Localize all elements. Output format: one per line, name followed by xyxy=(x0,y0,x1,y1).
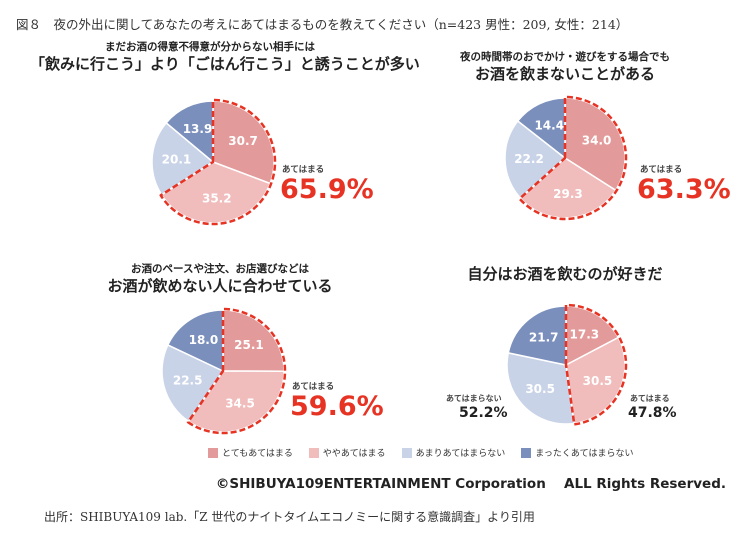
legend-swatch xyxy=(521,447,532,458)
chart-1-title: まだお酒の得意不得意が分からない相手には 「飲みに行こう」より「ごはん行こう」と… xyxy=(30,40,420,74)
source-citation: 出所：SHIBUYA109 lab.「Z 世代のナイトタイムエコノミーに関する意… xyxy=(44,510,535,524)
chart-1-title-line1: まだお酒の得意不得意が分からない相手には xyxy=(105,41,315,53)
chart-2-agree-label: あてはまる xyxy=(640,165,683,175)
slice-value-label: 30.5 xyxy=(583,374,613,388)
slice-value-label: 14.4 xyxy=(534,119,564,133)
slice-value-label: 30.7 xyxy=(228,134,258,148)
chart-2-title: 夜の時間帯のおでかけ・遊びをする場合でも お酒を飲まないことがある xyxy=(440,50,690,84)
agree-outline xyxy=(186,307,287,435)
chart-2-agree-value: 63.3% xyxy=(637,174,731,205)
chart-4-title: 自分はお酒を飲むのが好きだ xyxy=(440,264,690,284)
slice-value-label: 20.1 xyxy=(162,153,192,167)
pie-slice xyxy=(165,100,214,164)
pie-chart-2: 34.0 29.3 22.2 14.4 xyxy=(504,95,628,221)
pie-chart-3: 25.1 34.5 22.5 18.0 xyxy=(161,307,287,435)
agree-outline xyxy=(518,95,628,221)
pie-slice xyxy=(507,305,567,366)
legend-item: あまりあてはまらない xyxy=(401,446,506,459)
legend-item: ややあてはまる xyxy=(308,446,386,459)
legend: とてもあてはまる ややあてはまる あまりあてはまらない まったくあてはまらない xyxy=(208,446,668,459)
slice-value-label: 18.0 xyxy=(189,333,219,347)
agree-outline xyxy=(159,98,277,226)
chart-2-title-line1: 夜の時間帯のおでかけ・遊びをする場合でも xyxy=(460,51,670,63)
chart-4-title-line2: 自分はお酒を飲むのが好きだ xyxy=(467,265,663,283)
pie-slice xyxy=(151,121,215,196)
legend-swatch xyxy=(401,447,412,458)
figure-title: 図８ 夜の外出に関してあなたの考えにあてはまるものを教えてください（n=423 … xyxy=(16,17,629,32)
legend-label: ややあてはまる xyxy=(322,449,386,459)
chart-3-title-line2: お酒が飲めない人に合わせている xyxy=(107,277,333,295)
pie-chart-1: 30.7 35.2 20.1 13.9 xyxy=(151,98,277,226)
copyright: ©SHIBUYA109ENTERTAINMENT Corporation ALL… xyxy=(215,476,726,492)
pie-chart-4: 17.3 30.5 30.5 21.7 xyxy=(506,303,628,426)
chart-1-title-line2: 「飲みに行こう」より「ごはん行こう」と誘うことが多い xyxy=(30,55,420,73)
slice-value-label: 34.0 xyxy=(582,134,612,148)
chart-1-agree-value: 65.9% xyxy=(280,174,374,205)
chart-1-agree-label: あてはまる xyxy=(282,165,325,175)
chart-3-title-line1: お酒のペースや注文、お店選びなどは xyxy=(131,263,309,275)
slice-value-label: 22.2 xyxy=(514,152,544,166)
legend-label: まったくあてはまらない xyxy=(535,449,634,459)
pie-slice xyxy=(506,351,575,425)
slice-value-label: 30.5 xyxy=(525,382,555,396)
slice-value-label: 17.3 xyxy=(570,328,600,342)
slice-value-label: 13.9 xyxy=(183,122,213,136)
legend-label: あまりあてはまらない xyxy=(415,449,506,459)
slice-value-label: 29.3 xyxy=(553,187,583,201)
agree-outline xyxy=(564,303,628,426)
legend-item: まったくあてはまらない xyxy=(521,446,633,459)
chart-4-agree-label: あてはまる xyxy=(630,394,670,403)
slice-value-label: 22.5 xyxy=(173,374,203,388)
chart-3-title: お酒のペースや注文、お店選びなどは お酒が飲めない人に合わせている xyxy=(80,262,360,296)
pie-slice xyxy=(504,119,567,200)
pie-slice xyxy=(166,309,224,373)
legend-swatch xyxy=(308,447,319,458)
chart-3-agree-label: あてはまる xyxy=(292,382,335,392)
chart-4-disagree-label: あてはまらない xyxy=(446,394,502,403)
chart-4-agree-value: 47.8% xyxy=(628,405,677,421)
slice-value-label: 21.7 xyxy=(529,331,559,345)
legend-label: とてもあてはまる xyxy=(222,449,293,459)
slice-value-label: 25.1 xyxy=(234,338,264,352)
slice-value-label: 34.5 xyxy=(225,396,255,410)
slice-value-label: 35.2 xyxy=(202,191,232,205)
legend-item: とてもあてはまる xyxy=(208,446,293,459)
chart-2-title-line2: お酒を飲まないことがある xyxy=(474,65,655,83)
chart-3-agree-value: 59.6% xyxy=(290,391,384,422)
legend-swatch xyxy=(208,447,218,458)
pie-slice xyxy=(160,161,272,224)
chart-4-disagree-value: 52.2% xyxy=(459,405,508,421)
